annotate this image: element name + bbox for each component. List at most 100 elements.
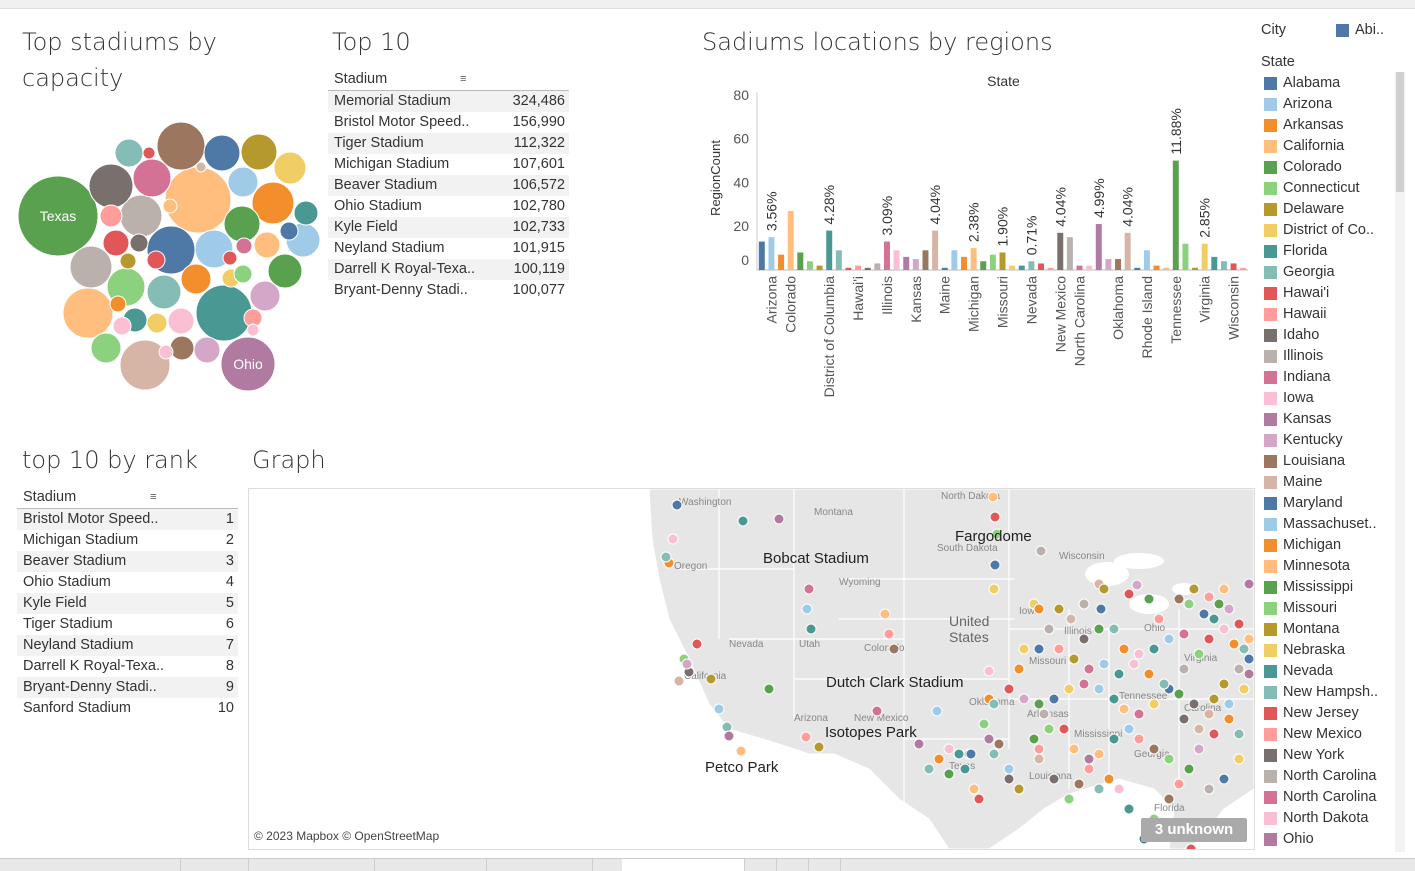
stadium-dot[interactable] — [888, 643, 900, 655]
stadium-dot[interactable] — [1078, 678, 1090, 690]
stadium-dot[interactable] — [1178, 628, 1190, 640]
stadium-dot[interactable] — [943, 768, 955, 780]
rank-row[interactable]: Tiger Stadium 6 — [17, 614, 238, 635]
stadium-dot[interactable] — [959, 763, 971, 775]
bar-mark[interactable] — [970, 248, 977, 270]
stadium-dot[interactable] — [1078, 633, 1090, 645]
legend-item[interactable]: Connecticut — [1258, 178, 1410, 199]
legend-item[interactable]: New Jersey — [1258, 703, 1410, 724]
bar-mark[interactable] — [1230, 263, 1237, 270]
rank-row[interactable]: Michigan Stadium 2 — [17, 530, 238, 551]
stadium-dot[interactable] — [1218, 623, 1230, 635]
stadium-dot[interactable] — [1043, 623, 1055, 635]
bubble-mark[interactable] — [109, 295, 127, 313]
bubble-mark[interactable] — [273, 151, 307, 185]
top10-row[interactable]: Beaver Stadium 106,572 — [328, 175, 569, 196]
stadium-dot[interactable] — [1053, 603, 1065, 615]
legend-item[interactable]: North Carolina — [1258, 787, 1410, 808]
bubble-mark[interactable] — [164, 166, 232, 234]
stadium-dot[interactable] — [1178, 663, 1190, 675]
bar-mark[interactable] — [1009, 265, 1016, 270]
legend-item[interactable]: Nebraska — [1258, 640, 1410, 661]
stadium-dot[interactable] — [1213, 598, 1225, 610]
stadium-dot[interactable] — [1131, 579, 1143, 591]
bar-mark[interactable] — [826, 230, 833, 270]
stadium-dot[interactable] — [1193, 723, 1205, 735]
stadium-dot[interactable] — [1083, 763, 1095, 775]
bar-mark[interactable] — [893, 250, 900, 270]
stadium-dot[interactable] — [801, 603, 813, 615]
bar-mark[interactable] — [1172, 160, 1179, 270]
stadium-dot[interactable] — [965, 748, 977, 760]
stadium-dot[interactable] — [1078, 598, 1090, 610]
bubble-mark[interactable] — [253, 231, 281, 259]
legend-item[interactable]: Georgia — [1258, 262, 1410, 283]
bar-mark[interactable] — [864, 267, 871, 270]
bubble-mark[interactable] — [195, 161, 207, 173]
legend-item[interactable]: New Hampsh.. — [1258, 682, 1410, 703]
top10-row[interactable]: Kyle Field 102,733 — [328, 217, 569, 238]
bubble-mark[interactable] — [158, 344, 174, 360]
stadium-dot[interactable] — [1188, 583, 1200, 595]
stadium-dot[interactable] — [763, 683, 775, 695]
stadium-dot[interactable] — [931, 705, 943, 717]
bubble-mark[interactable] — [180, 263, 212, 295]
bubble-mark[interactable] — [99, 204, 123, 228]
stadium-dot[interactable] — [1123, 588, 1135, 600]
stadium-dot[interactable] — [913, 738, 925, 750]
legend-scrollbar-thumb[interactable] — [1396, 72, 1404, 192]
bar-mark[interactable] — [999, 252, 1006, 270]
stadium-dot[interactable] — [1068, 743, 1080, 755]
legend-item[interactable]: Maryland — [1258, 493, 1410, 514]
unknown-badge[interactable]: 3 unknown — [1141, 818, 1247, 842]
stadium-dot[interactable] — [879, 608, 891, 620]
stadium-dot[interactable] — [1033, 743, 1045, 755]
stadium-dot[interactable] — [667, 533, 679, 545]
stadium-dot[interactable] — [1178, 713, 1190, 725]
stadium-dot[interactable] — [1133, 648, 1145, 660]
bar-mark[interactable] — [941, 267, 948, 270]
legend-item[interactable]: North Dakota — [1258, 808, 1410, 829]
stadium-dot[interactable] — [923, 763, 935, 775]
stadium-dot[interactable] — [1128, 658, 1140, 670]
stadium-dot[interactable] — [1218, 678, 1230, 690]
stadium-dot[interactable] — [1173, 688, 1185, 700]
stadium-dot[interactable] — [1018, 643, 1030, 655]
legend-item[interactable]: Hawai'i — [1258, 283, 1410, 304]
legend-item[interactable]: Missouri — [1258, 598, 1410, 619]
stadium-dot[interactable] — [1228, 638, 1240, 650]
sheet-tab[interactable] — [486, 859, 593, 871]
rank-row[interactable]: Sanford Stadium 10 — [17, 698, 238, 719]
map-canvas[interactable]: Washington Oregon Montana Wyoming North Dako… — [249, 489, 1254, 849]
stadium-dot[interactable] — [871, 705, 883, 717]
bar-mark[interactable] — [1115, 259, 1122, 270]
legend-item[interactable]: Arizona — [1258, 94, 1410, 115]
bubble-mark[interactable] — [129, 233, 149, 253]
bar-mark[interactable] — [787, 210, 794, 270]
stadium-dot[interactable] — [1013, 783, 1025, 795]
stadium-dot[interactable] — [1013, 663, 1025, 675]
bar-mark[interactable] — [1057, 232, 1064, 270]
stadium-dot[interactable] — [983, 733, 995, 745]
stadium-dot[interactable] — [1233, 728, 1245, 740]
stadium-dot[interactable] — [1188, 698, 1200, 710]
stadium-dot[interactable] — [735, 745, 747, 757]
top10-row[interactable]: Neyland Stadium 101,915 — [328, 238, 569, 259]
stadium-dot[interactable] — [1058, 723, 1070, 735]
bar-mark[interactable] — [989, 254, 996, 270]
stadium-dot[interactable] — [1003, 683, 1015, 695]
legend-item[interactable]: Hawaii — [1258, 304, 1410, 325]
stadium-dot[interactable] — [983, 665, 995, 677]
stadium-dot[interactable] — [1098, 583, 1110, 595]
bar-mark[interactable] — [806, 261, 813, 270]
stadium-dot[interactable] — [1218, 773, 1230, 785]
sheet-tab[interactable] — [180, 859, 249, 871]
bar-mark[interactable] — [932, 230, 939, 270]
legend-item[interactable]: Illinois — [1258, 346, 1410, 367]
stadium-dot[interactable] — [1053, 643, 1065, 655]
bar-mark[interactable] — [1211, 256, 1218, 270]
bar-mark[interactable] — [922, 250, 929, 270]
bubble-mark[interactable] — [88, 163, 134, 209]
bar-mark[interactable] — [1143, 250, 1150, 270]
stadium-dot[interactable] — [1148, 743, 1160, 755]
